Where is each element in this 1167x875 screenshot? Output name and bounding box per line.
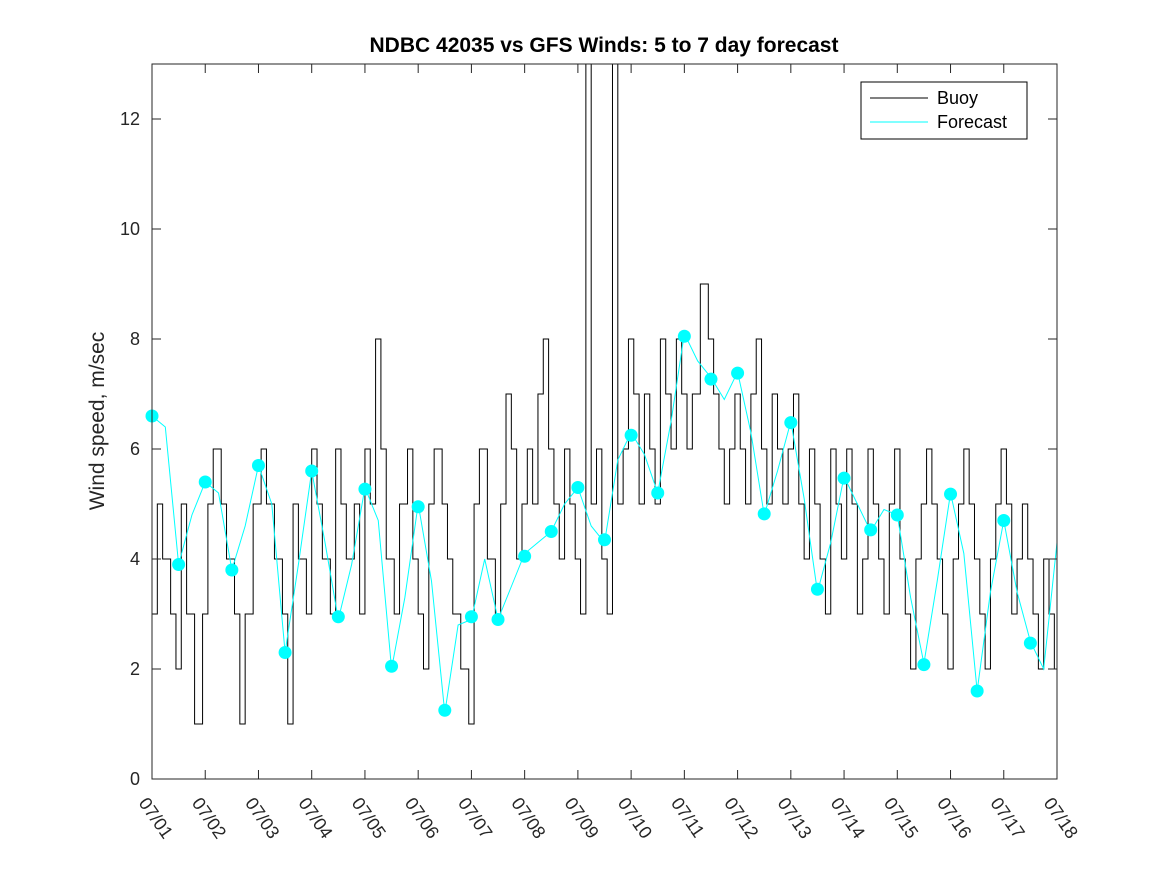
forecast-point [278, 646, 292, 659]
forecast-point [997, 514, 1011, 527]
forecast-point [704, 372, 718, 386]
forecast-point [624, 428, 638, 442]
y-tick-label: 4 [130, 549, 140, 569]
x-tick-label: 07/07 [454, 794, 496, 842]
forecast-point [464, 610, 478, 624]
y-tick-label: 8 [130, 329, 140, 349]
buoy-series [152, 63, 1058, 725]
x-tick-label: 07/18 [1040, 794, 1082, 842]
forecast-point [331, 610, 345, 624]
forecast-point [970, 684, 984, 698]
forecast-point [438, 703, 452, 717]
y-tick-labels: 0 2 4 6 8 10 12 [120, 109, 140, 789]
forecast-point [837, 471, 851, 485]
forecast-point [890, 508, 904, 522]
forecast-point [677, 329, 691, 343]
buoy-line [152, 63, 1058, 725]
y-tick-label: 10 [120, 219, 140, 239]
forecast-point [598, 533, 611, 547]
x-tick-label: 07/06 [401, 794, 443, 842]
x-tick-label: 07/14 [827, 794, 869, 842]
plot-background [152, 64, 1057, 779]
y-tick-label: 6 [130, 439, 140, 459]
y-tick-label: 12 [120, 109, 140, 129]
x-tick-label: 07/10 [614, 794, 656, 842]
forecast-point [651, 486, 665, 500]
forecast-point [385, 659, 399, 673]
x-tick-label: 07/02 [188, 794, 230, 842]
x-tick-label: 07/15 [880, 794, 922, 842]
legend-label-forecast: Forecast [937, 112, 1007, 132]
x-tick-label: 07/09 [561, 794, 603, 842]
x-tick-label: 07/05 [348, 794, 390, 842]
x-tick-label: 07/11 [667, 794, 708, 841]
forecast-point [491, 613, 505, 626]
x-tick-label: 07/04 [294, 794, 336, 842]
x-tick-label: 07/17 [986, 794, 1028, 842]
forecast-point [944, 487, 958, 501]
y-tick-label: 2 [130, 659, 140, 679]
forecast-point [757, 507, 771, 521]
forecast-point [864, 523, 878, 537]
forecast-point [544, 525, 558, 538]
forecast-point [810, 582, 824, 596]
forecast-point [358, 482, 372, 496]
legend: Buoy Forecast [860, 81, 1028, 140]
axes [151, 63, 1058, 780]
legend-box [860, 81, 1028, 140]
forecast-point [305, 464, 319, 478]
axes-frame [151, 63, 1058, 780]
forecast-point [411, 500, 425, 514]
x-tick-label: 07/16 [933, 794, 975, 842]
y-tick-label: 0 [130, 769, 140, 789]
chart-title: NDBC 42035 vs GFS Winds: 5 to 7 day fore… [370, 34, 839, 57]
forecast-point [198, 475, 212, 489]
forecast-point [518, 549, 532, 563]
x-tick-label: 07/01 [135, 794, 177, 842]
x-tick-labels: 07/01 07/02 07/03 07/04 07/05 07/06 07/07 07/08… [135, 794, 1082, 842]
x-tick-label: 07/13 [774, 794, 816, 842]
y-axis-label: Wind speed, m/sec [86, 332, 109, 511]
forecast-point [172, 558, 186, 571]
forecast-point [1023, 636, 1037, 650]
forecast-point [784, 416, 798, 430]
x-tick-label: 07/12 [720, 794, 762, 842]
x-tick-label: 07/03 [241, 794, 283, 842]
legend-label-buoy: Buoy [937, 88, 978, 108]
plot-area [152, 64, 1057, 779]
forecast-point [571, 481, 585, 494]
forecast-point [251, 459, 265, 472]
x-tick-label: 07/08 [507, 794, 549, 842]
forecast-point [731, 366, 745, 380]
forecast-point [917, 658, 931, 672]
forecast-point [225, 563, 239, 577]
